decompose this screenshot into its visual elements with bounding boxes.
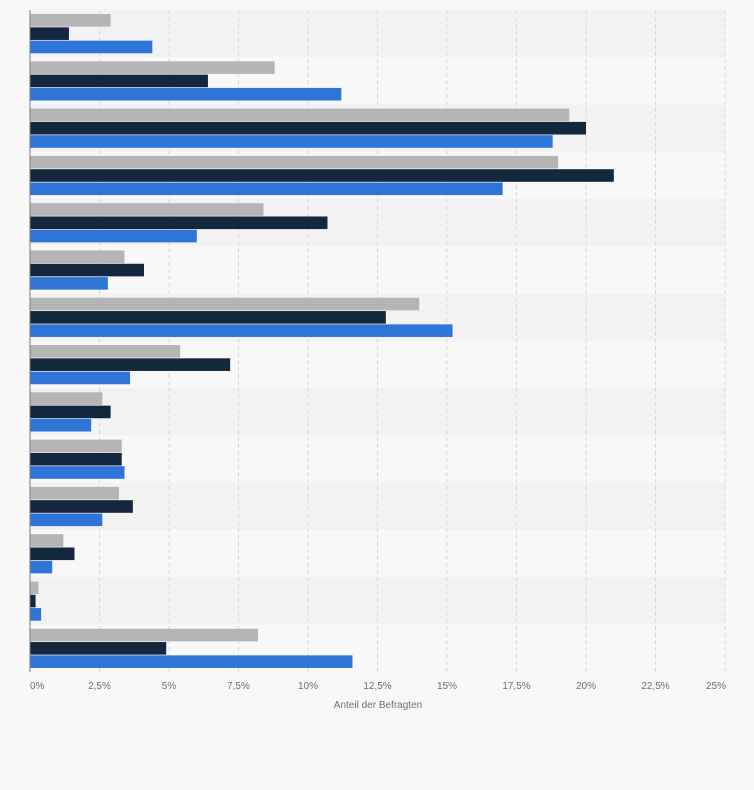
bar (30, 324, 453, 337)
grid-lines (99, 10, 726, 672)
x-tick-label: 0% (30, 681, 45, 692)
x-tick-label: 2,5% (88, 681, 111, 692)
bar (30, 513, 103, 527)
x-tick-label: 25% (706, 681, 726, 692)
bar (30, 628, 258, 642)
bar (30, 216, 328, 230)
bar (30, 358, 231, 371)
bar (30, 608, 42, 621)
bar (30, 203, 264, 216)
bar (30, 61, 275, 74)
bar (30, 345, 181, 358)
bar (30, 534, 64, 547)
bar (30, 418, 92, 432)
x-tick-label: 5% (162, 681, 177, 692)
x-tick-label: 17,5% (502, 681, 530, 692)
bar (30, 486, 119, 500)
bar (30, 155, 559, 169)
bar (30, 27, 69, 40)
x-tick-label: 15% (437, 681, 457, 692)
bar (30, 40, 153, 54)
bar (30, 108, 570, 122)
x-tick-label: 22,5% (641, 681, 669, 692)
x-tick-label: 10% (298, 681, 318, 692)
bar (30, 405, 111, 419)
bar (30, 263, 144, 277)
bar (30, 74, 208, 88)
bar (30, 642, 167, 655)
bar (30, 655, 353, 668)
bar (30, 297, 420, 311)
bar (30, 594, 36, 608)
x-tick-labels: 0% 2,5% 5% 7,5% 10% 12,5% 15% 17,5% 20% 22,5% 25% (30, 681, 726, 692)
x-tick-label: 7,5% (227, 681, 250, 692)
bar (30, 277, 108, 290)
bar (30, 500, 133, 513)
bar (30, 135, 553, 148)
x-tick-label: 20% (576, 681, 596, 692)
bar (30, 182, 503, 196)
x-tick-label: 12,5% (363, 681, 391, 692)
bar (30, 371, 131, 385)
x-axis-title: Anteil der Befragten (334, 700, 422, 711)
bar (30, 560, 53, 574)
bar (30, 311, 386, 324)
bar (30, 87, 342, 101)
bar (30, 581, 39, 595)
bar (30, 169, 614, 182)
bar (30, 229, 197, 243)
bar (30, 392, 103, 405)
bar (30, 14, 111, 27)
bar (30, 121, 586, 135)
bar (30, 439, 122, 453)
bar (30, 250, 125, 264)
bar (30, 466, 125, 479)
bar (30, 452, 122, 466)
bar (30, 547, 75, 561)
bars (30, 14, 614, 668)
